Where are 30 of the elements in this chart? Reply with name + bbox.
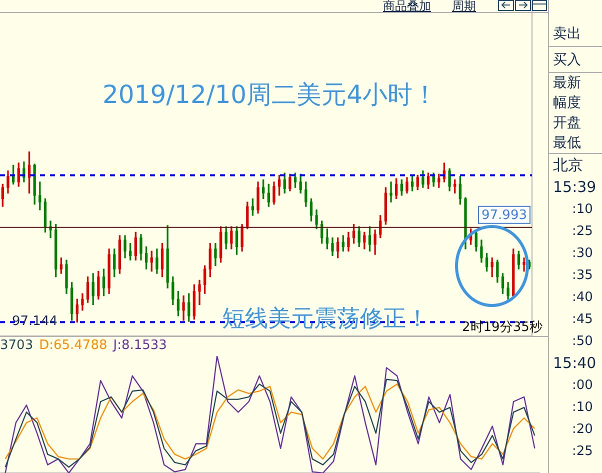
text: 最新 (553, 75, 581, 91)
text: :10 (572, 202, 593, 217)
text: :30 (572, 246, 593, 261)
text: :40 (572, 290, 593, 305)
ref-line-label: 97.993 (482, 208, 528, 223)
text: 买入 (553, 52, 581, 68)
text: J:8.1533 (113, 338, 167, 353)
text: 开盘 (553, 115, 581, 131)
ref-line-label: 97.144 (12, 314, 58, 330)
text: :20 (572, 422, 593, 437)
text: 15:39 (553, 178, 596, 196)
text: 15:40 (553, 354, 596, 372)
text: :35 (572, 268, 593, 283)
text: :25 (572, 444, 593, 459)
text: :00 (572, 378, 593, 393)
annotation: 周期 (452, 0, 476, 13)
text: 北京 (553, 156, 583, 174)
text: :50 (572, 334, 593, 349)
text: 幅度 (553, 95, 581, 111)
text: :25 (572, 224, 593, 239)
annotation: 短线美元震荡修正！ (222, 305, 429, 334)
annotation: 2时19分35秒 (462, 319, 542, 336)
annotation: 商品叠加 (383, 0, 431, 13)
text: 2019/12/10周二美元4小时！ (102, 79, 438, 111)
text: 3703 (0, 338, 34, 353)
text: 卖出 (553, 26, 581, 42)
text: :45 (572, 312, 593, 327)
text: :10 (572, 400, 593, 415)
text: 最低 (553, 135, 581, 151)
text: D:65.4788 (39, 338, 108, 353)
